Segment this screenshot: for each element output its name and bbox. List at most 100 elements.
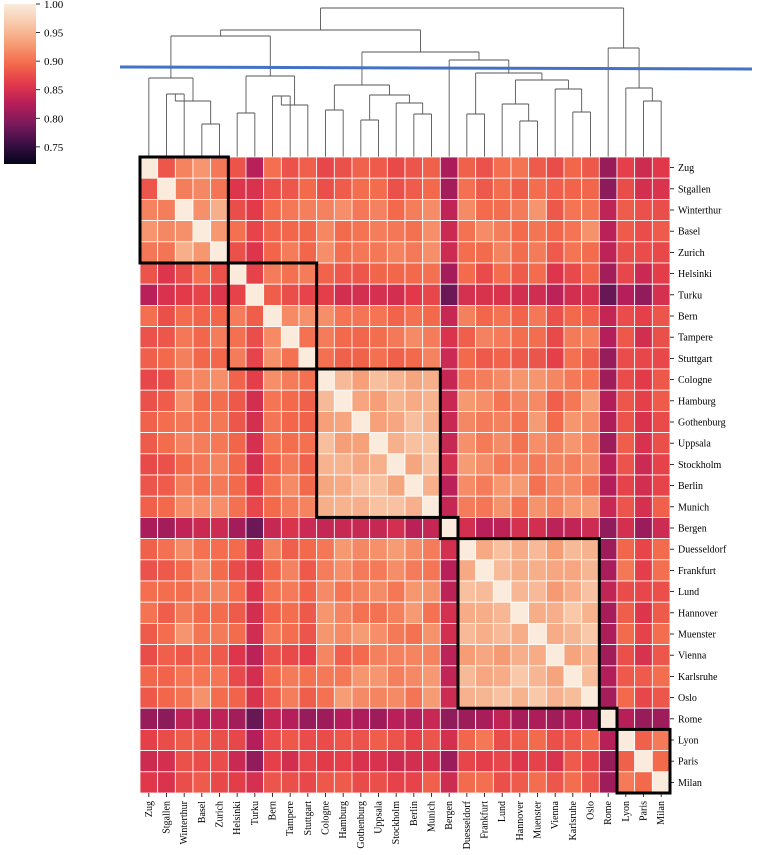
row-label: Oslo — [678, 693, 697, 704]
heatmap-cell — [192, 453, 212, 476]
heatmap-cell — [245, 517, 265, 540]
heatmap-cell — [457, 410, 477, 433]
heatmap-cell — [545, 432, 565, 455]
heatmap-cell — [174, 389, 194, 412]
heatmap-cell — [192, 580, 212, 603]
heatmap-cell — [298, 241, 318, 264]
heatmap-cell — [475, 453, 494, 476]
heatmap-cell — [245, 729, 265, 752]
heatmap-cell — [492, 368, 512, 391]
heatmap-cell — [263, 304, 282, 327]
heatmap-cell — [581, 389, 600, 412]
heatmap-cell — [492, 347, 512, 370]
heatmap-cell — [245, 686, 265, 709]
heatmap-cell — [404, 474, 424, 497]
heatmap-cell — [581, 432, 600, 455]
heatmap-cell — [210, 686, 229, 709]
heatmap-cell — [492, 283, 512, 306]
heatmap-cell — [616, 665, 636, 688]
heatmap-cell — [351, 262, 371, 285]
heatmap-cell — [616, 220, 636, 243]
heatmap-cell — [492, 729, 512, 752]
heatmap-cell — [510, 347, 530, 370]
heatmap-cell — [333, 517, 353, 540]
heatmap-cell — [369, 665, 388, 688]
heatmap-cell — [598, 241, 618, 264]
heatmap-cell — [598, 326, 618, 349]
row-label: Lund — [678, 587, 699, 598]
heatmap-cell — [563, 517, 583, 540]
heatmap-cell — [457, 771, 477, 794]
heatmap-cell — [139, 644, 159, 667]
heatmap-cell — [422, 686, 441, 709]
heatmap-cell — [139, 601, 159, 624]
heatmap-cell — [351, 601, 371, 624]
heatmap-cell — [174, 283, 194, 306]
heatmap-cell — [369, 580, 388, 603]
heatmap-cell — [351, 538, 371, 561]
heatmap-cell — [386, 283, 406, 306]
heatmap-cell — [263, 432, 282, 455]
heatmap-cell — [492, 410, 512, 433]
heatmap-cell — [263, 686, 282, 709]
row-label: Milan — [678, 778, 702, 789]
heatmap-cell — [369, 241, 388, 264]
heatmap-cell — [457, 623, 477, 646]
row-label: Hannover — [678, 608, 718, 619]
heatmap-cell — [510, 538, 530, 561]
heatmap-cell — [457, 495, 477, 518]
row-label: Stockholm — [678, 460, 722, 471]
heatmap-cell — [404, 241, 424, 264]
heatmap-cell — [369, 495, 388, 518]
heatmap-cell — [545, 729, 565, 752]
heatmap-cell — [404, 283, 424, 306]
heatmap-cell — [298, 665, 318, 688]
colorbar-tick-label: 0.90 — [44, 56, 64, 68]
heatmap-cell — [174, 198, 194, 221]
cluster-box — [315, 367, 442, 519]
heatmap-cell — [174, 601, 194, 624]
heatmap-cell — [316, 771, 335, 794]
heatmap-cell — [651, 495, 671, 518]
heatmap-cell — [333, 283, 353, 306]
heatmap-cell — [545, 559, 565, 582]
heatmap-cell — [333, 771, 353, 794]
heatmap-cell — [581, 156, 600, 179]
heatmap-cell — [598, 495, 618, 518]
heatmap-cell — [333, 750, 353, 773]
heatmap-cell — [422, 410, 441, 433]
heatmap-cell — [422, 262, 441, 285]
heatmap-cell — [528, 283, 547, 306]
heatmap-cell — [192, 389, 212, 412]
heatmap-cell — [581, 771, 600, 794]
heatmap-cell — [245, 283, 265, 306]
heatmap-cell — [439, 517, 459, 540]
heatmap-cell — [369, 474, 388, 497]
heatmap-cell — [263, 220, 282, 243]
heatmap-cell — [227, 517, 247, 540]
heatmap-cell — [263, 559, 282, 582]
heatmap-cell — [439, 495, 459, 518]
row-label: Frankfurt — [678, 566, 716, 577]
heatmap-cell — [280, 304, 300, 327]
heatmap-cell — [210, 326, 229, 349]
heatmap-cell — [563, 750, 583, 773]
heatmap-cell — [333, 538, 353, 561]
heatmap-cell — [510, 517, 530, 540]
heatmap-cell — [510, 771, 530, 794]
heatmap-cell — [528, 326, 547, 349]
heatmap-cell — [422, 241, 441, 264]
heatmap-cell — [581, 623, 600, 646]
heatmap-cell — [386, 177, 406, 200]
heatmap-cell — [369, 623, 388, 646]
heatmap-cell — [157, 538, 176, 561]
cluster-boxes — [138, 155, 672, 795]
heatmap-cell — [386, 389, 406, 412]
heatmap-cell — [192, 220, 212, 243]
heatmap-cell — [192, 156, 212, 179]
colorbar-tick-label: 1.00 — [44, 0, 64, 11]
row-label: Gothenburg — [678, 418, 726, 429]
heatmap-cell — [210, 389, 229, 412]
heatmap-cell — [174, 665, 194, 688]
heatmap-cell — [439, 707, 459, 730]
